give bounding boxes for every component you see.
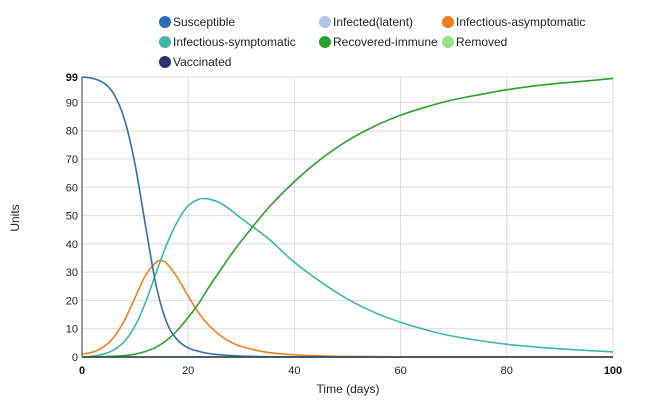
y-axis-label: Units — [8, 204, 22, 231]
legend: Susceptible Infected(latent) Infectious-as… — [159, 15, 585, 69]
axes: 0 10 20 30 40 50 60 70 80 90 99 0 20 40 60 80 100 — [66, 72, 622, 377]
legend-label: Infectious-asymptomatic — [456, 15, 585, 29]
legend-swatch — [442, 36, 454, 48]
legend-swatch — [319, 36, 331, 48]
legend-label: Infectious-symptomatic — [173, 35, 296, 49]
legend-item-infected-latent-[interactable]: Infected(latent) — [319, 15, 413, 29]
legend-label: Infected(latent) — [333, 15, 413, 29]
legend-swatch — [159, 56, 171, 68]
y-tick-label: 10 — [66, 324, 78, 336]
y-tick-label: 20 — [66, 295, 78, 307]
legend-swatch — [319, 16, 331, 28]
y-tick-label: 40 — [66, 239, 78, 251]
y-tick-label: 99 — [66, 72, 78, 84]
x-tick-label: 60 — [394, 365, 406, 377]
legend-label: Removed — [456, 35, 507, 49]
x-tick-label: 80 — [501, 365, 513, 377]
x-tick-label: 40 — [288, 365, 300, 377]
y-tick-label: 50 — [66, 211, 78, 223]
x-tick-label: 20 — [182, 365, 194, 377]
y-tick-label: 60 — [66, 182, 78, 194]
x-tick-label: 100 — [604, 365, 622, 377]
series-line-recovered-immune — [81, 77, 614, 358]
legend-label: Susceptible — [173, 15, 235, 29]
legend-item-removed[interactable]: Removed — [442, 35, 507, 49]
y-tick-label: 90 — [66, 97, 78, 109]
legend-item-infectious-symptomatic[interactable]: Infectious-symptomatic — [159, 35, 296, 49]
series-lines — [81, 76, 614, 358]
x-axis-label: Time (days) — [317, 382, 380, 396]
y-tick-label: 0 — [72, 352, 78, 364]
series-line-infectious-symptomatic — [81, 197, 614, 358]
legend-item-infectious-asymptomatic[interactable]: Infectious-asymptomatic — [442, 15, 585, 29]
legend-swatch — [159, 36, 171, 48]
legend-label: Vaccinated — [173, 55, 231, 69]
legend-swatch — [159, 16, 171, 28]
y-tick-label: 80 — [66, 126, 78, 138]
legend-swatch — [442, 16, 454, 28]
y-tick-label: 70 — [66, 154, 78, 166]
gridlines — [82, 76, 614, 357]
legend-item-susceptible[interactable]: Susceptible — [159, 15, 235, 29]
legend-label: Recovered-immune — [333, 35, 438, 49]
legend-item-vaccinated[interactable]: Vaccinated — [159, 55, 231, 69]
y-tick-label: 30 — [66, 267, 78, 279]
x-tick-label: 0 — [79, 365, 85, 377]
legend-item-recovered-immune[interactable]: Recovered-immune — [319, 35, 438, 49]
series-line-susceptible — [81, 76, 613, 358]
